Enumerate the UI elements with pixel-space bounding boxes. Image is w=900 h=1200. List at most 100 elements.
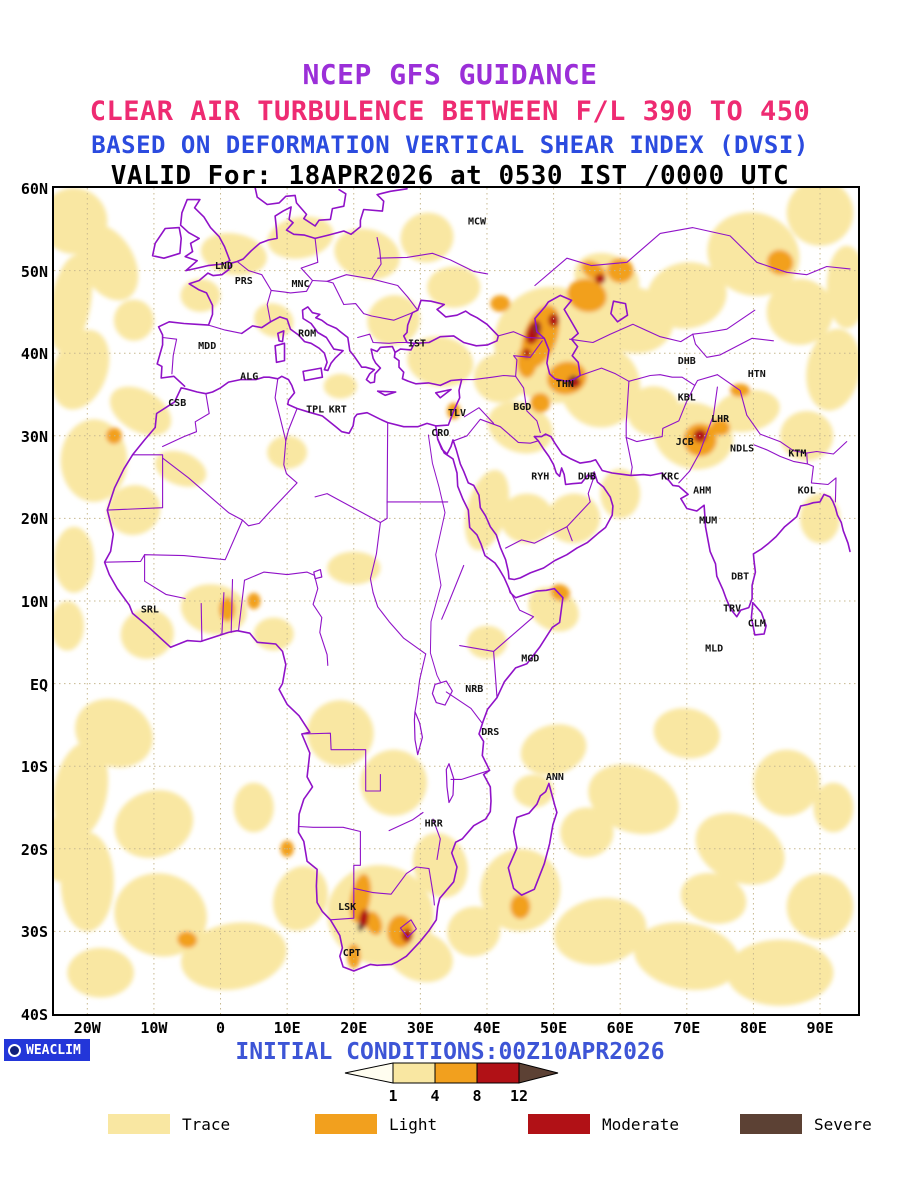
lat-tick-label: 50N — [20, 262, 48, 281]
country-border — [221, 592, 225, 635]
country-border — [371, 237, 382, 280]
turbulence-area — [550, 584, 571, 602]
city-label: BGD — [513, 402, 531, 413]
turbulence-area — [154, 450, 207, 487]
country-border — [566, 477, 595, 528]
country-border — [716, 374, 848, 455]
country-border — [297, 825, 361, 921]
legend-label: Moderate — [602, 1114, 680, 1134]
colorbar-box — [434, 1062, 478, 1084]
country-border — [343, 303, 413, 321]
turbulence-area — [357, 923, 364, 932]
turbulence-area — [530, 392, 551, 413]
city-label: MUM — [699, 515, 717, 526]
turbulence-area — [181, 922, 287, 990]
colorbar-scale: 1 4 8 12 — [344, 1062, 559, 1105]
country-border — [513, 340, 543, 377]
turbulence-area — [766, 278, 834, 345]
coastline — [151, 226, 182, 259]
colorbar-above-arrow — [518, 1062, 559, 1084]
turbulence-area — [219, 596, 236, 622]
country-border — [301, 732, 381, 792]
city-label: KTM — [788, 448, 806, 459]
turbulence-area — [548, 313, 559, 327]
city-label: CLM — [748, 619, 766, 630]
coastline — [402, 299, 500, 347]
city-label: KRT — [329, 405, 347, 416]
turbulence-shading — [54, 188, 858, 1006]
country-border — [515, 375, 541, 434]
turbulence-area — [180, 278, 221, 312]
country-border — [450, 769, 491, 780]
weaclim-icon — [8, 1043, 21, 1057]
lat-tick-label: 30S — [20, 923, 48, 942]
turbulence-area — [826, 245, 858, 329]
country-border — [463, 407, 495, 424]
legend-label: Severe — [814, 1114, 872, 1134]
map-panel: MCW LND PRS MNC ROM IST MDD ALG CSB TPL KRT TLV CRO T… — [52, 186, 860, 1016]
turbulence-area — [500, 493, 554, 544]
turbulence-area — [113, 299, 154, 341]
country-border — [692, 333, 774, 358]
colorbar-tick-label: 8 — [472, 1087, 481, 1105]
turbulence-area — [713, 389, 780, 433]
coastline — [241, 321, 272, 335]
turbulence-area — [427, 266, 481, 308]
turbulence-area — [334, 228, 400, 280]
turbulence-area — [753, 749, 820, 816]
lat-tick-label: 30N — [20, 427, 48, 446]
country-border — [162, 336, 178, 375]
lon-tick-label: 90E — [806, 1019, 834, 1037]
city-label: IST — [408, 339, 426, 350]
turbulence-area — [513, 774, 554, 808]
turbulence-area — [177, 931, 198, 949]
turbulence-area — [120, 609, 174, 659]
colorbar-tick-label: 1 — [388, 1087, 397, 1105]
country-border — [388, 811, 424, 832]
country-border — [230, 578, 234, 633]
coastline — [534, 294, 581, 383]
country-border — [453, 418, 539, 444]
city-label: CPT — [343, 948, 361, 959]
lat-tick-label: 10S — [20, 758, 48, 777]
city-label: NDLS — [730, 444, 754, 455]
turbulence-area — [67, 947, 134, 998]
colorbar-box — [476, 1062, 520, 1084]
country-border — [628, 374, 718, 386]
country-border — [399, 919, 417, 938]
city-label: DRS — [481, 727, 499, 738]
country-border — [353, 866, 435, 906]
city-label: ALG — [240, 372, 258, 383]
city-label: LSK — [338, 902, 356, 913]
country-border — [237, 579, 246, 632]
country-border — [243, 571, 316, 581]
turbulence-area — [516, 345, 537, 378]
legend-swatch — [528, 1114, 590, 1134]
coastline — [436, 433, 851, 618]
country-border — [625, 384, 696, 443]
lon-tick-label: 20W — [73, 1019, 101, 1037]
legend-item: Light — [315, 1114, 437, 1134]
title-product: NCEP GFS GUIDANCE — [302, 58, 598, 91]
colorbar-below-arrow — [344, 1062, 394, 1084]
turbulence-area — [400, 212, 454, 263]
city-label: MLD — [705, 643, 723, 654]
country-border — [806, 463, 837, 503]
title-method: BASED ON DEFORMATION VERTICAL SHEAR INDE… — [91, 131, 809, 159]
legend-swatch — [108, 1114, 170, 1134]
city-label: DHB — [678, 356, 696, 367]
city-label: THN — [556, 379, 574, 390]
city-label: AHM — [693, 486, 711, 497]
country-border — [579, 367, 630, 382]
country-border — [162, 378, 298, 527]
country-border — [569, 309, 756, 344]
country-border — [414, 653, 427, 713]
turbulence-area — [267, 435, 308, 469]
lake-outline — [313, 569, 323, 580]
turbulence-area — [726, 939, 834, 1006]
country-border — [678, 386, 718, 484]
turbulence-area — [567, 278, 607, 313]
country-border — [106, 454, 164, 511]
city-label: RYH — [531, 472, 549, 483]
